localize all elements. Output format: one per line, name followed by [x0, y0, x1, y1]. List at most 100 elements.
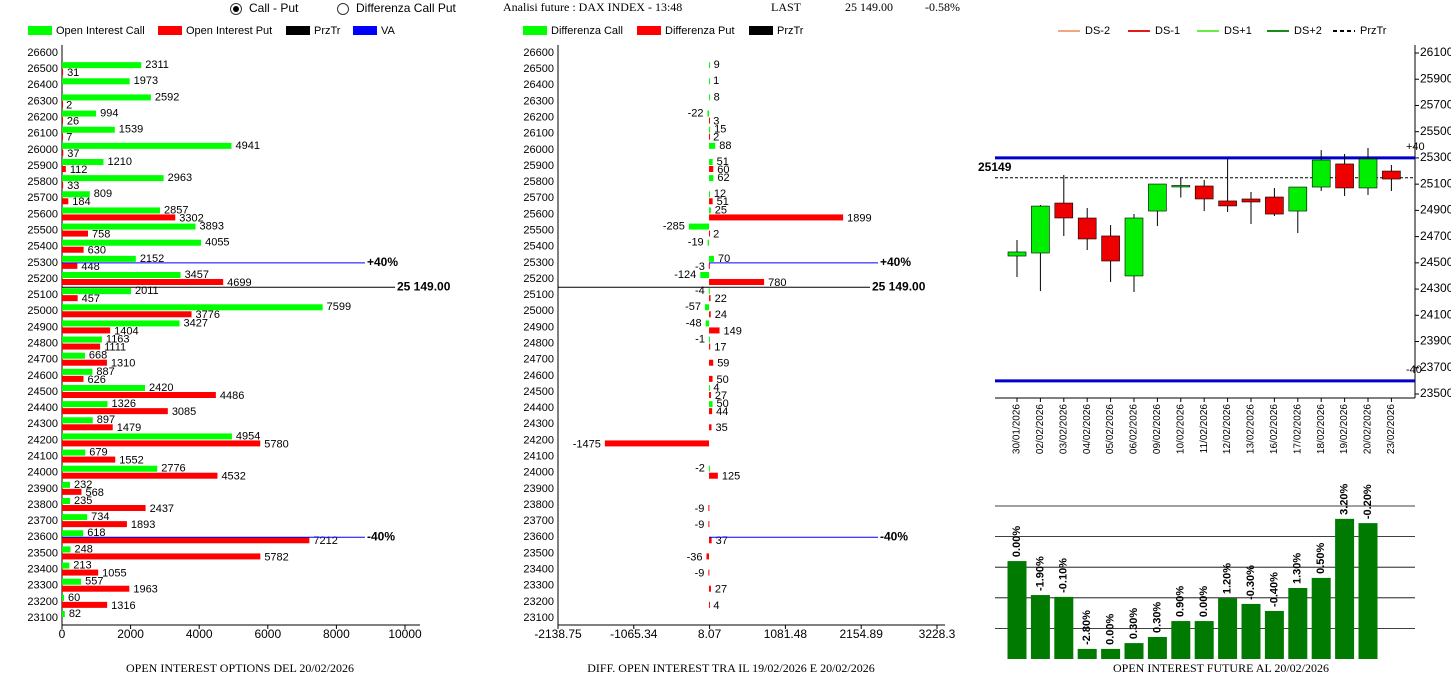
chart-title: OPEN INTEREST OPTIONS DEL 20/02/2026 [126, 661, 354, 675]
bar [62, 505, 146, 511]
bar [62, 530, 84, 537]
category-label: 24100 [523, 450, 554, 462]
bar [62, 537, 310, 544]
bar-value-label: 2011 [135, 285, 159, 297]
bar-value-label: 2 [713, 228, 719, 240]
bar [688, 223, 710, 230]
change-value: -0.58% [925, 0, 960, 14]
bar [709, 175, 714, 182]
bar [1054, 596, 1074, 659]
category-label: 25000 [27, 305, 58, 317]
bar-value-label: -57 [685, 301, 701, 313]
y-tick-label: 24300 [1420, 281, 1451, 295]
candle-body [1311, 159, 1331, 188]
x-tick-label: 06/02/2026 [1129, 404, 1140, 454]
bar-label: 0.00% [1011, 526, 1023, 557]
category-label: 24200 [523, 434, 554, 446]
category-label: 24700 [27, 354, 58, 366]
x-tick-label: 3228.3 [919, 627, 956, 641]
bar [62, 133, 63, 140]
x-tick-label: 09/02/2026 [1152, 404, 1163, 454]
radio-label[interactable]: Differenza Call Put [356, 1, 456, 15]
legend-swatch [637, 26, 661, 35]
bar [709, 255, 714, 262]
y-tick-label: 24500 [1420, 255, 1451, 269]
bar-value-label: 679 [89, 446, 107, 458]
bar-value-label: 51 [717, 156, 729, 168]
category-label: 26300 [523, 95, 554, 107]
bar [62, 182, 64, 189]
bar-value-label: 60 [717, 164, 729, 176]
category-label: 25900 [27, 160, 58, 172]
bar-value-label: -9 [695, 519, 705, 531]
bar [62, 166, 66, 172]
bar [62, 433, 232, 440]
candle-body [1007, 251, 1027, 257]
bar [709, 401, 713, 408]
y-tick-label: 25500 [1420, 124, 1451, 138]
y-tick-label: 24700 [1420, 229, 1451, 243]
bar [62, 94, 151, 101]
bar-value-label: 1163 [106, 333, 130, 345]
bar [62, 352, 85, 359]
legend-label: Open Interest Put [186, 25, 272, 37]
bar-value-label: -3 [695, 261, 705, 273]
x-tick-label: 20/02/2026 [1363, 404, 1374, 454]
bar [62, 223, 196, 230]
last-label: LAST [771, 0, 802, 14]
bar [62, 279, 224, 285]
bar-label: 1.20% [1222, 563, 1234, 594]
x-tick-label: 30/01/2026 [1012, 404, 1023, 454]
radio-label[interactable]: Call - Put [249, 1, 299, 15]
bar [62, 239, 202, 246]
bar [709, 207, 711, 214]
category-label: 24900 [27, 321, 58, 333]
bar-label: -0.30% [1245, 565, 1257, 600]
bar [62, 456, 116, 463]
bar-value-label: 213 [73, 559, 91, 571]
bar-value-label: 7212 [313, 535, 337, 547]
bar [708, 505, 710, 511]
category-label: 24200 [27, 434, 58, 446]
bar-value-label: 82 [69, 608, 81, 620]
bar-value-label: 809 [94, 188, 112, 200]
reference-label: 25149 [978, 160, 1012, 174]
x-tick-label: 05/02/2026 [1105, 404, 1116, 454]
bar-value-label: 1552 [119, 454, 143, 466]
category-label: 26200 [27, 111, 58, 123]
reference-label: -40% [880, 529, 908, 543]
category-label: 24900 [523, 321, 554, 333]
x-tick-label: 19/02/2026 [1339, 404, 1350, 454]
legend-label: Differenza Put [665, 25, 735, 37]
candle-body [1148, 183, 1167, 212]
y-tick-label: 26100 [1420, 45, 1451, 59]
bar-value-label: 235 [74, 495, 92, 507]
bar-value-label: 4954 [236, 430, 260, 442]
bar-value-label: 44 [716, 406, 728, 418]
bar-value-label: 1111 [104, 341, 126, 353]
bar [708, 465, 710, 472]
bar-value-label: 1 [713, 75, 719, 87]
bar-label: -0.10% [1058, 558, 1070, 593]
bar-value-label: 557 [85, 576, 103, 588]
bar-value-label: 5780 [264, 438, 288, 450]
bar-value-label: 60 [68, 592, 80, 604]
legend-swatch [353, 26, 377, 35]
category-label: 25200 [523, 273, 554, 285]
bar [709, 117, 711, 124]
bar [709, 166, 714, 172]
bar [62, 117, 63, 124]
bar-value-label: 4055 [205, 237, 229, 249]
bar-value-label: 27 [715, 584, 727, 596]
category-label: 23500 [523, 547, 554, 559]
bar [709, 62, 711, 69]
bar [1077, 648, 1097, 659]
bar-value-label: 50 [717, 398, 729, 410]
x-tick-label: 4000 [186, 627, 213, 641]
bar [62, 175, 164, 182]
bar-label: 1.30% [1292, 553, 1304, 584]
x-tick-label: 10000 [388, 627, 422, 641]
radio-button[interactable] [337, 3, 349, 15]
bar [62, 578, 82, 585]
bar [62, 594, 65, 601]
